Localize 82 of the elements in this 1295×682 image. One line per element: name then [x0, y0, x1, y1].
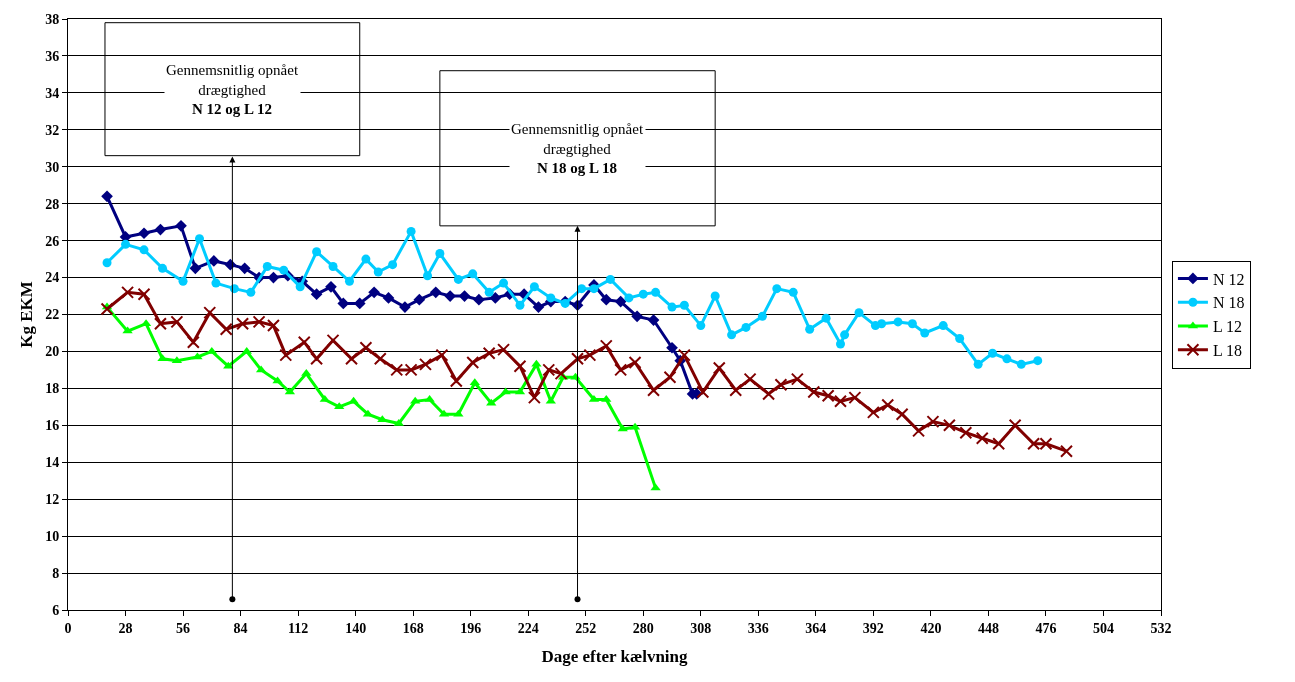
x-tick-label: 252 [575, 620, 597, 636]
point [101, 190, 113, 203]
point [238, 262, 251, 275]
x-axis-title: Dage efter kælvning [541, 647, 689, 667]
y-tick-label: 38 [45, 11, 60, 27]
x-tick-label: 364 [805, 620, 827, 636]
point [532, 301, 545, 313]
y-tick-label: 24 [45, 270, 60, 286]
y-tick-label: 34 [45, 85, 60, 101]
point [208, 255, 220, 267]
y-tick-label: 10 [45, 529, 60, 545]
point [348, 396, 359, 404]
point [410, 396, 421, 404]
point [473, 293, 485, 306]
point [368, 286, 380, 299]
x-tick-label: 196 [460, 620, 482, 636]
point [617, 424, 628, 432]
y-tick-label: 22 [45, 307, 60, 323]
y-tick-label: 28 [45, 196, 60, 212]
x-tick-label: 420 [920, 620, 942, 636]
x-tick-label: 28 [118, 620, 133, 636]
x-tick-label: 280 [632, 620, 654, 636]
point [647, 314, 660, 326]
point [458, 290, 471, 302]
y-axis-title: Kg EKM [16, 281, 36, 348]
x-tick-label: 336 [747, 620, 769, 636]
x-tick-label: 56 [176, 620, 191, 636]
y-tick-label: 8 [52, 565, 60, 581]
x-tick-label: 448 [977, 620, 999, 636]
point [429, 286, 442, 299]
y-tick-label: 14 [45, 455, 60, 471]
x-tick-label: 504 [1092, 620, 1114, 636]
y-tick-label: 12 [45, 492, 60, 508]
y-tick-label: 6 [52, 602, 60, 618]
point [399, 301, 411, 313]
point [424, 394, 435, 402]
annotation: Gennemsnitlig opnået drægtighed N 18 og L 18 [511, 121, 644, 176]
point [310, 288, 323, 301]
point [241, 346, 252, 354]
x-tick-label: 532 [1150, 620, 1172, 636]
legend-label: L 12 [1212, 318, 1243, 336]
y-tick-label: 18 [45, 381, 60, 397]
x-tick-label: 140 [345, 620, 367, 636]
point [393, 418, 404, 426]
x-tick-label: 168 [402, 620, 424, 636]
legend-label: L 18 [1212, 342, 1243, 360]
y-tick-label: 36 [45, 48, 60, 64]
point [382, 292, 395, 304]
point [413, 293, 426, 306]
point [600, 293, 613, 306]
point [666, 341, 678, 354]
point [154, 223, 167, 236]
point [601, 394, 612, 402]
x-tick-label: 84 [233, 620, 248, 636]
annotation: Gennemsnitlig opnået drægtighed N 12 og L 12 [166, 62, 299, 117]
point [157, 354, 168, 362]
point [138, 227, 150, 240]
x-tick-label: 308 [690, 620, 712, 636]
point [272, 376, 283, 384]
x-tick-label: 112 [287, 620, 309, 636]
y-tick-label: 32 [45, 122, 60, 138]
y-tick-label: 20 [45, 344, 60, 360]
x-tick-label: 476 [1035, 620, 1057, 636]
y-tick-label: 16 [45, 418, 60, 434]
point [189, 262, 202, 275]
x-tick-label: 224 [517, 620, 539, 636]
point [489, 292, 502, 304]
point [631, 310, 643, 323]
x-tick-label: 392 [862, 620, 884, 636]
point [469, 378, 480, 386]
y-tick-label: 30 [45, 159, 60, 175]
point [531, 359, 542, 367]
legend-label: N 12 [1212, 270, 1245, 288]
point [334, 402, 345, 410]
x-tick-label: 0 [64, 620, 72, 636]
point [614, 295, 627, 308]
point [175, 220, 187, 232]
point [325, 280, 337, 293]
legend-label: N 18 [1212, 294, 1245, 312]
y-tick-label: 26 [45, 233, 60, 249]
point [444, 290, 456, 302]
point [192, 352, 203, 360]
